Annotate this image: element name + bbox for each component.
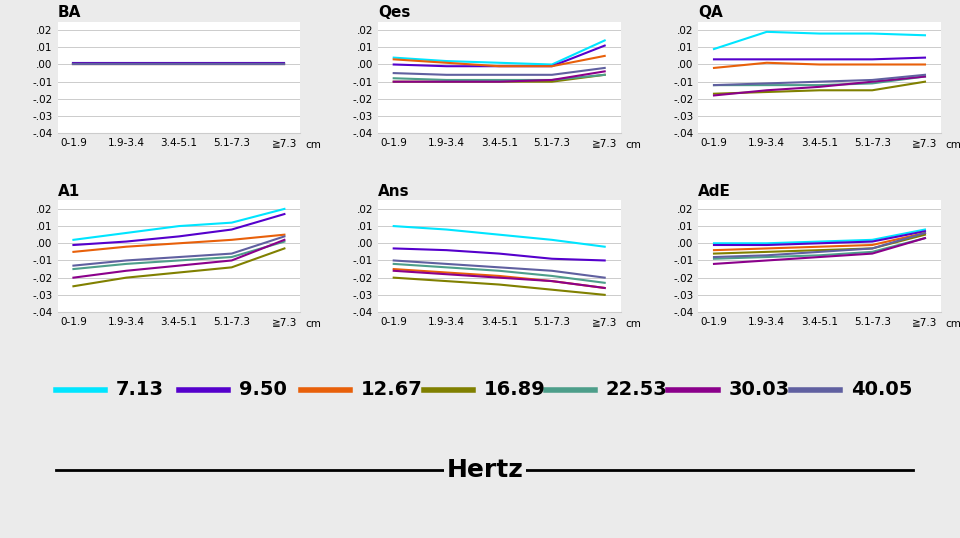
Text: Ans: Ans: [378, 184, 410, 199]
Text: 9.50: 9.50: [238, 380, 286, 399]
Text: QA: QA: [698, 5, 723, 20]
Text: BA: BA: [58, 5, 81, 20]
Text: cm: cm: [625, 318, 641, 329]
Text: Hertz: Hertz: [446, 458, 523, 482]
Text: cm: cm: [305, 140, 321, 150]
Text: cm: cm: [946, 318, 960, 329]
Text: Qes: Qes: [378, 5, 410, 20]
Text: 22.53: 22.53: [606, 380, 667, 399]
Text: A1: A1: [58, 184, 80, 199]
Text: 12.67: 12.67: [361, 380, 422, 399]
Text: 7.13: 7.13: [116, 380, 164, 399]
Text: AdE: AdE: [698, 184, 731, 199]
Text: 30.03: 30.03: [729, 380, 789, 399]
Text: 40.05: 40.05: [851, 380, 912, 399]
Text: 16.89: 16.89: [484, 380, 545, 399]
Text: cm: cm: [305, 318, 321, 329]
Text: cm: cm: [946, 140, 960, 150]
Text: cm: cm: [625, 140, 641, 150]
